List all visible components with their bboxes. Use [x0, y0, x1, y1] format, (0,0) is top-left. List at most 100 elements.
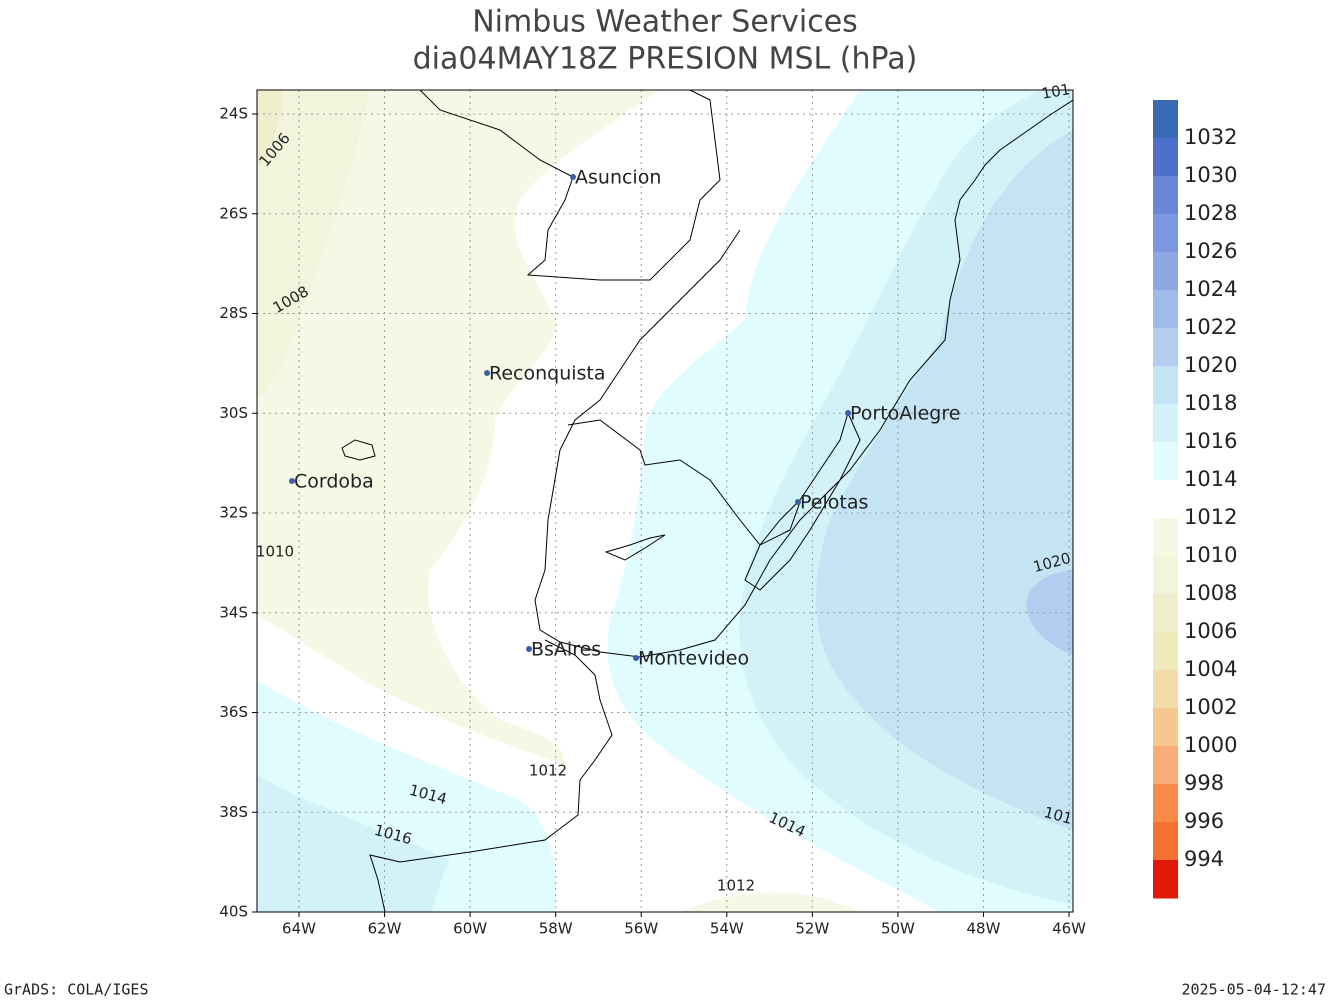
colorbar-label: 1012 [1184, 505, 1237, 529]
lat-tick-label: 26S [219, 204, 248, 222]
colorbar-band [1153, 214, 1178, 253]
lat-tick-label: 40S [219, 903, 248, 921]
colorbar-label: 1010 [1184, 543, 1237, 567]
region-1006 [257, 90, 282, 170]
region-1018 [816, 130, 1073, 830]
lat-tick-label: 30S [219, 404, 248, 422]
region-1008 [257, 90, 370, 400]
colorbar-label: 1004 [1184, 657, 1237, 681]
lat-tick-label: 28S [219, 304, 248, 322]
colorbar-label: 1018 [1184, 391, 1237, 415]
colorbar-label: 994 [1184, 847, 1224, 871]
colorbar-band [1153, 784, 1178, 823]
region-1010 [257, 90, 660, 765]
colorbar-band [1153, 404, 1178, 443]
colorbar-band [1153, 328, 1178, 367]
lat-tick-label: 34S [219, 603, 248, 621]
lat-tick-label: 36S [219, 703, 248, 721]
city-label: Pelotas [800, 492, 868, 514]
colorbar-band [1153, 442, 1178, 481]
lat-tick-label: 24S [219, 105, 248, 123]
lon-tick-label: 52W [795, 920, 829, 938]
lat-tick-label: 32S [219, 504, 248, 522]
city-dot [484, 370, 490, 376]
footer-left: GrADS: COLA/IGES [4, 981, 149, 999]
city-dot [633, 655, 639, 661]
colorbar-band [1153, 252, 1178, 291]
colorbar-band [1153, 138, 1178, 177]
city-dot [289, 478, 295, 484]
city-dot [526, 646, 532, 652]
colorbar-band [1153, 594, 1178, 633]
colorbar-band [1153, 708, 1178, 747]
city-label: Asuncion [575, 167, 661, 189]
city-label: PortoAlegre [850, 403, 960, 425]
colorbar: 1032 1030 1028 1026 1024 1022 1020 1018 1016 1014… [1153, 100, 1237, 899]
colorbar-band [1153, 670, 1178, 709]
contour-label: 1010 [256, 543, 294, 561]
lat-tick-label: 38S [219, 803, 248, 821]
region-1010-south [680, 892, 860, 912]
colorbar-label: 1030 [1184, 163, 1237, 187]
lon-tick-label: 50W [881, 920, 915, 938]
colorbar-label: 996 [1184, 809, 1224, 833]
map: Asuncion Reconquista Cordoba PortoAlegre Pel… [255, 80, 1074, 913]
colorbar-label: 998 [1184, 771, 1224, 795]
colorbar-band [1153, 480, 1178, 519]
colorbar-band [1153, 366, 1178, 405]
lon-tick-label: 54W [710, 920, 744, 938]
colorbar-band [1153, 290, 1178, 329]
colorbar-label: 1014 [1184, 467, 1237, 491]
colorbar-band [1153, 860, 1178, 899]
colorbar-label: 1008 [1184, 581, 1237, 605]
map-frame [256, 89, 1074, 913]
colorbar-label: 1026 [1184, 239, 1237, 263]
city-dot [795, 499, 801, 505]
region-1016-sw [257, 775, 450, 912]
coast-atlantic [534, 99, 1073, 658]
city-dot [570, 174, 576, 180]
pressure-fill [257, 90, 1073, 912]
lon-tick-label: 56W [624, 920, 658, 938]
colorbar-band [1153, 632, 1178, 671]
cities: Asuncion Reconquista Cordoba PortoAlegre Pel… [289, 167, 960, 670]
lon-tick-label: 64W [282, 920, 316, 938]
lon-tick-label: 48W [967, 920, 1001, 938]
city-label: Cordoba [294, 471, 374, 493]
grid [257, 90, 1073, 912]
contour-label: 1012 [529, 762, 567, 780]
reservoir [604, 534, 666, 561]
colorbar-label: 1022 [1184, 315, 1237, 339]
lon-tick-label: 62W [368, 920, 402, 938]
colorbar-label: 1016 [1184, 429, 1237, 453]
colorbar-label: 1000 [1184, 733, 1237, 757]
coastlines [341, 90, 1073, 912]
colorbar-label: 1020 [1184, 353, 1237, 377]
colorbar-band [1153, 822, 1178, 861]
lake-cordoba [341, 439, 376, 461]
colorbar-band [1153, 176, 1178, 215]
city-label: Reconquista [489, 363, 606, 385]
colorbar-band [1153, 518, 1178, 557]
colorbar-band [1153, 746, 1178, 785]
lagoon [744, 411, 861, 591]
colorbar-label: 1006 [1184, 619, 1237, 643]
contour-label: 1012 [717, 877, 755, 895]
lon-tick-label: 58W [539, 920, 573, 938]
city-label: BsAires [531, 639, 601, 661]
lon-tick-label: 60W [453, 920, 487, 938]
lon-tick-label: 46W [1052, 920, 1086, 938]
contour-label: 101 [1040, 80, 1071, 103]
colorbar-label: 1032 [1184, 125, 1237, 149]
coast-argentina [369, 639, 613, 912]
colorbar-band [1153, 556, 1178, 595]
city-dot [845, 410, 851, 416]
colorbar-band [1153, 100, 1178, 139]
footer-right: 2025-05-04-12:47 [1182, 981, 1327, 999]
colorbar-label: 1024 [1184, 277, 1237, 301]
border-paraguay [419, 90, 721, 281]
city-label: Montevideo [638, 648, 749, 670]
colorbar-label: 1028 [1184, 201, 1237, 225]
title-line-2: dia04MAY18Z PRESION MSL (hPa) [413, 42, 918, 77]
